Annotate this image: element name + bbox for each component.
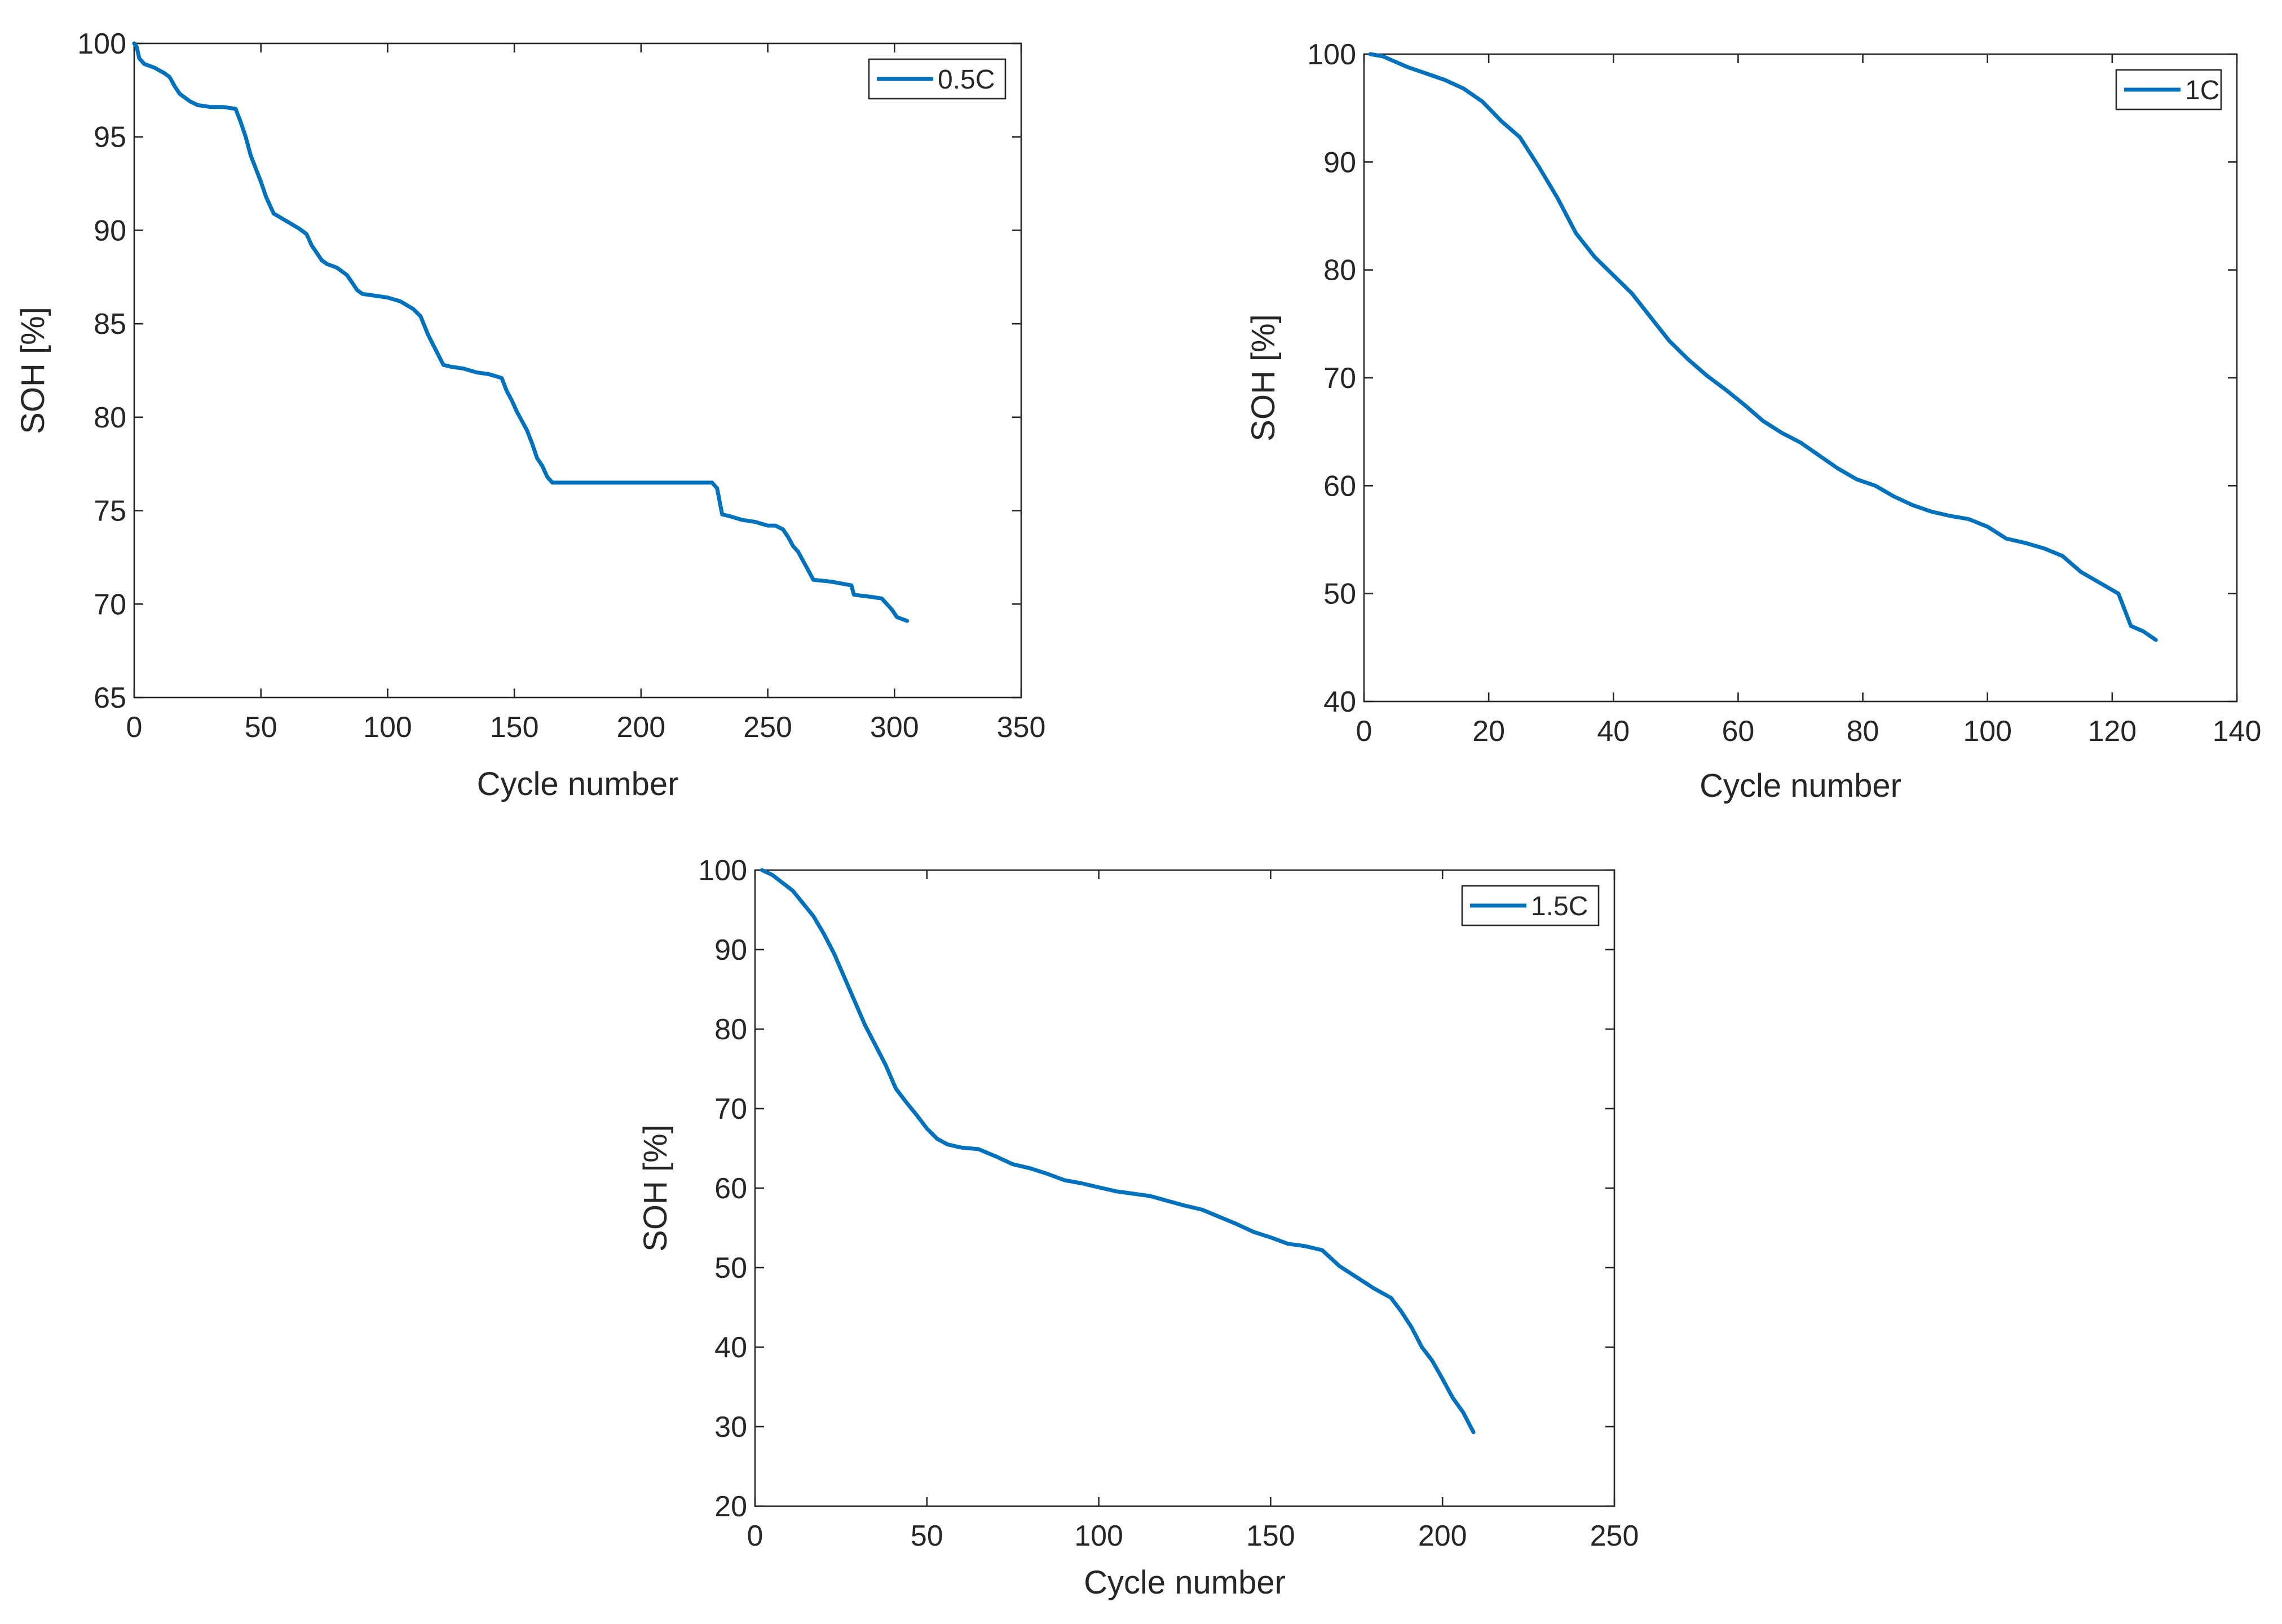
y-tick-label: 60: [714, 1172, 747, 1205]
y-tick-label: 20: [714, 1490, 747, 1523]
y-tick-label: 75: [94, 495, 126, 528]
y-tick-label: 70: [1323, 362, 1356, 395]
legend-label: 0.5C: [938, 65, 995, 95]
x-tick-label: 200: [1418, 1520, 1467, 1552]
y-tick-label: 80: [714, 1013, 747, 1046]
x-tick-label: 40: [1597, 715, 1630, 748]
charts-root: 0 50 100 150 200 250 300 35065707580859095100Cy…: [15, 28, 2261, 1601]
y-tick-label: 90: [94, 214, 126, 247]
x-tick-label: 150: [1246, 1520, 1295, 1552]
x-tick-label: 50: [911, 1520, 943, 1552]
y-tick-label: 70: [714, 1093, 747, 1126]
y-tick-label: 100: [1307, 38, 1356, 71]
x-tick-label: 0: [1356, 715, 1372, 748]
x-tick-label: 200: [616, 711, 665, 744]
series-line-0.5C: [132, 41, 910, 623]
plot-area-frame: [133, 42, 1022, 699]
y-tick-label: 90: [1323, 146, 1356, 179]
x-tick-label: 350: [997, 711, 1046, 744]
y-tick-label: 40: [1323, 686, 1356, 718]
x-tick-label: 250: [1590, 1520, 1639, 1552]
y-tick-label: 80: [94, 401, 126, 434]
legend-label: 1C: [2185, 76, 2219, 105]
y-tick-label: 50: [714, 1252, 747, 1285]
x-tick-label: 50: [245, 711, 277, 744]
x-tick-label: 0: [747, 1520, 763, 1552]
x-tick-label: 140: [2213, 715, 2262, 748]
x-tick-label: 60: [1722, 715, 1755, 748]
series-line-1.5C: [760, 868, 1476, 1435]
y-tick-label: 65: [94, 682, 126, 714]
x-tick-label: 250: [743, 711, 792, 744]
x-tick-label: 150: [490, 711, 539, 744]
y-axis-label: SOH [%]: [637, 1124, 674, 1252]
y-tick-label: 80: [1323, 254, 1356, 287]
x-axis-label: Cycle number: [1700, 767, 1901, 804]
chart-panel-1.5C: 0 50 100 150 200 250 20 30 40 50 60 70 80 90 100 Cycle …: [637, 854, 1639, 1601]
y-axis-label: SOH [%]: [15, 307, 51, 434]
legend: 1C: [2115, 69, 2222, 111]
x-tick-label: 100: [1074, 1520, 1123, 1552]
x-tick-label: 80: [1847, 715, 1879, 748]
y-tick-label: 100: [77, 28, 126, 60]
y-axis-label: SOH [%]: [1245, 314, 1282, 442]
x-tick-label: 300: [870, 711, 919, 744]
y-tick-label: 40: [714, 1331, 747, 1364]
y-tick-label: 70: [94, 588, 126, 621]
y-tick-label: 30: [714, 1411, 747, 1444]
y-tick-label: 60: [1323, 470, 1356, 502]
x-axis-label: Cycle number: [1084, 1564, 1286, 1601]
legend: 0.5C: [868, 58, 1007, 100]
series-line-1C: [1368, 52, 2158, 642]
x-tick-label: 20: [1472, 715, 1505, 748]
x-tick-label: 120: [2087, 715, 2137, 748]
chart-panel-0.5C: 0 50 100 150 200 250 300 350 65 70 75 80 85 90 95 100 Cy…: [15, 28, 1045, 802]
y-tick-label: 100: [698, 854, 747, 887]
legend: 1.5C: [1461, 885, 1600, 926]
y-tick-label: 90: [714, 934, 747, 967]
y-tick-label: 50: [1323, 578, 1356, 611]
legend-label: 1.5C: [1531, 892, 1588, 921]
x-tick-label: 0: [126, 711, 143, 744]
y-tick-label: 95: [94, 121, 126, 154]
x-tick-label: 100: [363, 711, 412, 744]
x-tick-label: 100: [1963, 715, 2012, 748]
chart-panel-1C: 0 20 40 60 80 100 120 140 40 50 60 70 80 90 100 Cycle n…: [1245, 38, 2261, 804]
y-tick-label: 85: [94, 308, 126, 341]
x-axis-label: Cycle number: [477, 766, 679, 802]
